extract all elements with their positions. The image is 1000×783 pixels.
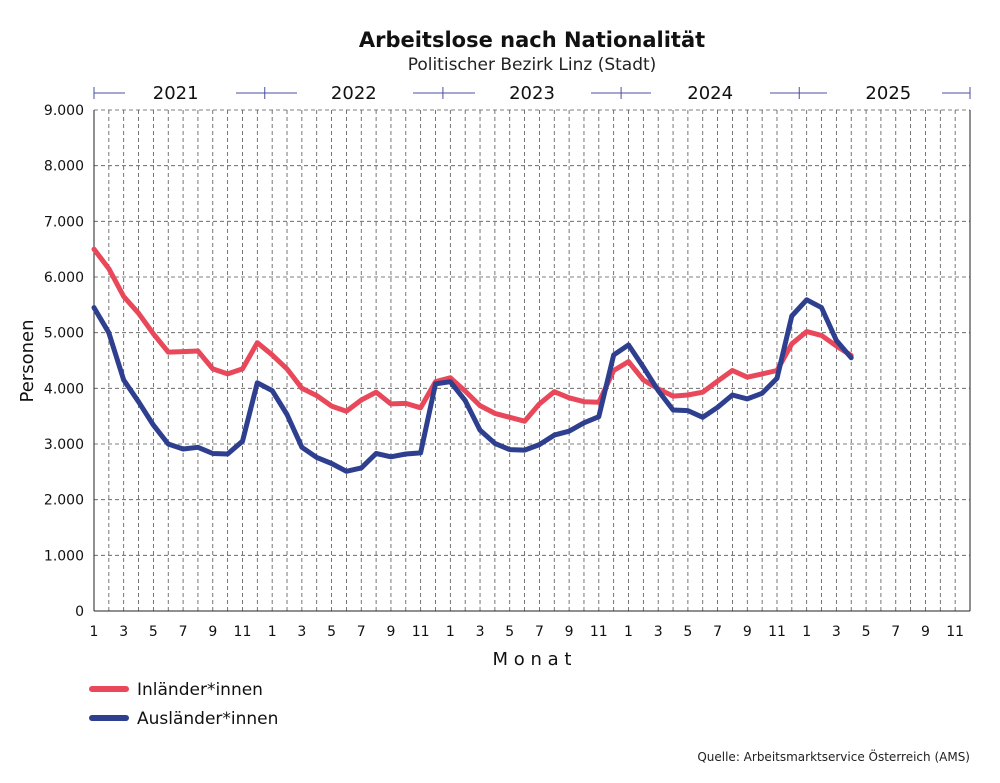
x-tick-label: 11: [234, 624, 252, 640]
x-tick-label: 3: [476, 624, 485, 640]
x-tick-label: 1: [268, 624, 277, 640]
x-tick-label: 5: [683, 624, 692, 640]
x-tick-label: 3: [119, 624, 128, 640]
series-line: [91, 246, 854, 424]
x-tick-label: 7: [891, 624, 900, 640]
y-tick-label: 1.000: [44, 548, 84, 564]
x-tick-label: 11: [590, 624, 608, 640]
x-tick-label: 1: [90, 624, 99, 640]
chart-subtitle: Politischer Bezirk Linz (Stadt): [408, 55, 657, 75]
series-line: [91, 297, 854, 474]
y-tick-label: 0: [75, 604, 84, 620]
year-label: 2021: [153, 83, 199, 104]
x-tick-label: 9: [386, 624, 395, 640]
year-label: 2022: [331, 83, 377, 104]
x-tick-label: 3: [297, 624, 306, 640]
legend-label-inlaender: Inländer*innen: [137, 680, 263, 700]
x-tick-label: 1: [446, 624, 455, 640]
x-tick-label: 5: [149, 624, 158, 640]
x-tick-label: 5: [327, 624, 336, 640]
year-label: 2024: [687, 83, 733, 104]
legend: Inländer*innen Ausländer*innen: [89, 680, 278, 729]
x-tick-label: 3: [654, 624, 663, 640]
y-tick-label: 9.000: [44, 103, 84, 119]
x-tick-label: 5: [505, 624, 514, 640]
year-label: 2023: [509, 83, 555, 104]
x-tick-label: 9: [743, 624, 752, 640]
x-tick-label: 9: [565, 624, 574, 640]
series-lines: [91, 246, 854, 474]
y-axis-label: Personen: [17, 320, 38, 403]
x-tick-label: 11: [946, 624, 964, 640]
y-axis-ticks: 0 1.000 2.000 3.000 4.000 5.000 6.000 7.000 8.00…: [44, 103, 84, 620]
y-tick-label: 4.000: [44, 381, 84, 397]
x-tick-label: 5: [862, 624, 871, 640]
year-label: 2025: [865, 83, 911, 104]
y-tick-label: 5.000: [44, 326, 84, 342]
x-tick-label: 9: [208, 624, 217, 640]
x-tick-label: 11: [768, 624, 786, 640]
y-tick-label: 6.000: [44, 270, 84, 286]
x-axis-label: M o n a t: [493, 649, 572, 670]
x-tick-label: 3: [832, 624, 841, 640]
x-tick-label: 1: [802, 624, 811, 640]
y-tick-label: 2.000: [44, 493, 84, 509]
source-note: Quelle: Arbeitsmarktservice Österreich (…: [697, 748, 970, 764]
x-tick-label: 11: [412, 624, 430, 640]
x-tick-label: 7: [713, 624, 722, 640]
y-tick-label: 7.000: [44, 214, 84, 230]
x-tick-label: 7: [179, 624, 188, 640]
y-tick-label: 8.000: [44, 159, 84, 175]
x-tick-label: 9: [921, 624, 930, 640]
grid: [93, 109, 971, 612]
x-tick-label: 7: [535, 624, 544, 640]
year-band: 2021 2022 2023 2024 2025: [93, 83, 971, 104]
x-tick-label: 1: [624, 624, 633, 640]
legend-label-auslaender: Ausländer*innen: [137, 709, 278, 729]
x-tick-label: 7: [357, 624, 366, 640]
x-axis-ticks: 1 3 5 7 9 11 1 3 5 7 9 11 1 3 5 7 9 11 1 3 5 7 9 11 1 3 5 7 9 11: [90, 624, 965, 640]
y-tick-label: 3.000: [44, 437, 84, 453]
chart-title: Arbeitslose nach Nationalität: [359, 28, 705, 52]
